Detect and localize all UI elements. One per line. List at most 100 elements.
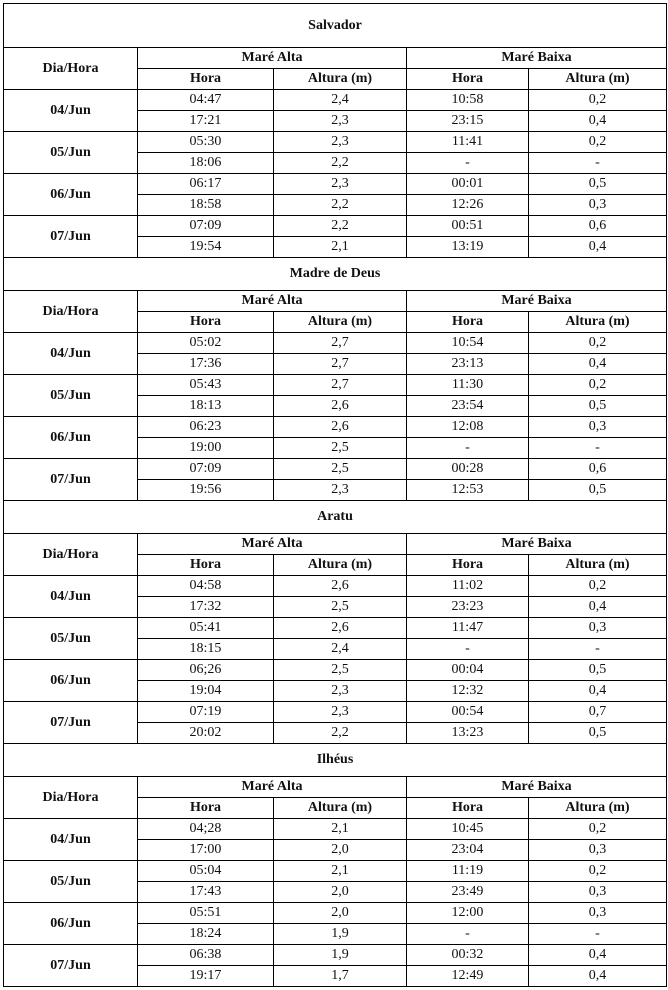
low-tide-hour: 10:58 <box>406 89 529 111</box>
table-row: 19:54 2,1 13:19 0,4 <box>4 236 667 258</box>
low-tide-hour: 00:32 <box>406 944 529 966</box>
table-row: 18:58 2,2 12:26 0,3 <box>4 194 667 216</box>
high-tide-hour: 19:04 <box>137 680 274 702</box>
low-hour-header: Hora <box>406 554 529 576</box>
section-title-row: Salvador <box>3 3 667 48</box>
low-tide-height: 0,2 <box>528 818 667 840</box>
tide-table: Salvador Dia/Hora Maré Alta Maré Baixa Hora A… <box>3 3 667 987</box>
high-tide-height: 2,7 <box>273 374 407 396</box>
table-row: 20:02 2,2 13:23 0,5 <box>4 722 667 744</box>
high-tide-hour: 05:51 <box>137 902 274 924</box>
high-hour-header: Hora <box>137 68 274 90</box>
low-tide-height: 0,5 <box>528 659 667 681</box>
low-tide-height: 0,3 <box>528 416 667 438</box>
low-hour-header: Hora <box>406 311 529 333</box>
high-tide-hour: 19:54 <box>137 236 274 258</box>
low-tide-height: 0,2 <box>528 131 667 153</box>
location-title: Madre de Deus <box>3 257 667 291</box>
low-tide-hour: 00:54 <box>406 701 529 723</box>
high-tide-hour: 05:43 <box>137 374 274 396</box>
table-row: 04/Jun 04:58 2,6 11:02 0,2 <box>3 575 667 618</box>
high-height-header: Altura (m) <box>273 311 407 333</box>
low-tide-hour: 11:30 <box>406 374 529 396</box>
low-tide-hour: 23:15 <box>406 110 529 132</box>
low-tide-hour: 12:08 <box>406 416 529 438</box>
high-tide-hour: 17:36 <box>137 353 274 375</box>
header-row: Dia/Hora Maré Alta Maré Baixa <box>3 290 667 333</box>
low-tide-height: 0,5 <box>528 479 667 501</box>
high-tide-hour: 17:21 <box>137 110 274 132</box>
low-tide-header: Maré Baixa <box>406 776 667 798</box>
day-cell: 04/Jun <box>3 818 138 861</box>
section-title-row: Madre de Deus <box>3 257 667 291</box>
low-tide-header: Maré Baixa <box>406 290 667 312</box>
high-tide-hour: 07:19 <box>137 701 274 723</box>
low-tide-hour: - <box>406 437 529 459</box>
high-tide-hour: 07:09 <box>137 215 274 237</box>
low-hour-header: Hora <box>406 797 529 819</box>
section-title-row: Aratu <box>3 500 667 534</box>
table-row: 04/Jun 05:02 2,7 10:54 0,2 <box>3 332 667 375</box>
table-row: 19:17 1,7 12:49 0,4 <box>4 965 667 987</box>
high-tide-header: Maré Alta <box>137 533 407 555</box>
low-tide-hour: 11:02 <box>406 575 529 597</box>
high-tide-hour: 04;28 <box>137 818 274 840</box>
low-tide-hour: - <box>406 638 529 660</box>
low-tide-height: 0,2 <box>528 89 667 111</box>
low-tide-height: 0,4 <box>528 596 667 618</box>
table-row: 05/Jun 05:41 2,6 11:47 0,3 <box>3 617 667 660</box>
high-tide-hour: 20:02 <box>137 722 274 744</box>
high-tide-height: 1,7 <box>273 965 407 987</box>
table-row: 05/Jun 05:43 2,7 11:30 0,2 <box>3 374 667 417</box>
low-tide-height: 0,5 <box>528 173 667 195</box>
low-tide-height: 0,4 <box>528 944 667 966</box>
day-cell: 06/Jun <box>3 659 138 702</box>
high-tide-height: 2,3 <box>273 680 407 702</box>
section-title-row: Ilhéus <box>3 743 667 777</box>
high-height-header: Altura (m) <box>273 554 407 576</box>
low-tide-height: 0,4 <box>528 236 667 258</box>
high-hour-header: Hora <box>137 311 274 333</box>
high-tide-header: Maré Alta <box>137 47 407 69</box>
low-tide-height: 0,4 <box>528 965 667 987</box>
high-tide-height: 2,6 <box>273 617 407 639</box>
tide-tables: Salvador Dia/Hora Maré Alta Maré Baixa Hora A… <box>3 3 667 987</box>
high-tide-height: 1,9 <box>273 944 407 966</box>
low-tide-hour: 12:00 <box>406 902 529 924</box>
day-header: Dia/Hora <box>3 776 138 819</box>
low-tide-hour: - <box>406 152 529 174</box>
table-row: 19:04 2,3 12:32 0,4 <box>4 680 667 702</box>
high-tide-hour: 18:58 <box>137 194 274 216</box>
high-tide-height: 2,0 <box>273 881 407 903</box>
high-tide-height: 2,7 <box>273 353 407 375</box>
high-tide-height: 2,2 <box>273 215 407 237</box>
high-tide-hour: 06:17 <box>137 173 274 195</box>
low-tide-hour: 12:53 <box>406 479 529 501</box>
high-tide-height: 2,5 <box>273 437 407 459</box>
low-tide-hour: 00:04 <box>406 659 529 681</box>
high-tide-height: 2,5 <box>273 659 407 681</box>
high-tide-header: Maré Alta <box>137 290 407 312</box>
high-tide-hour: 05:30 <box>137 131 274 153</box>
high-tide-hour: 07:09 <box>137 458 274 480</box>
low-tide-hour: 10:45 <box>406 818 529 840</box>
low-tide-height: 0,7 <box>528 701 667 723</box>
table-row: 06/Jun 06:23 2,6 12:08 0,3 <box>3 416 667 459</box>
high-tide-hour: 05:04 <box>137 860 274 882</box>
high-tide-height: 2,2 <box>273 194 407 216</box>
day-header: Dia/Hora <box>3 533 138 576</box>
subheader-row: Hora Altura (m) Hora Altura (m) <box>4 311 667 333</box>
low-tide-hour: 12:32 <box>406 680 529 702</box>
low-tide-height: 0,5 <box>528 395 667 417</box>
high-tide-height: 2,2 <box>273 722 407 744</box>
high-hour-header: Hora <box>137 797 274 819</box>
table-row: 07/Jun 07:09 2,5 00:28 0,6 <box>3 458 667 501</box>
table-row: 07/Jun 07:19 2,3 00:54 0,7 <box>3 701 667 744</box>
location-title: Aratu <box>3 500 667 534</box>
high-tide-height: 2,4 <box>273 89 407 111</box>
day-cell: 06/Jun <box>3 902 138 945</box>
low-tide-hour: 10:54 <box>406 332 529 354</box>
low-tide-height: 0,2 <box>528 374 667 396</box>
low-height-header: Altura (m) <box>528 311 667 333</box>
low-tide-height: - <box>528 923 667 945</box>
